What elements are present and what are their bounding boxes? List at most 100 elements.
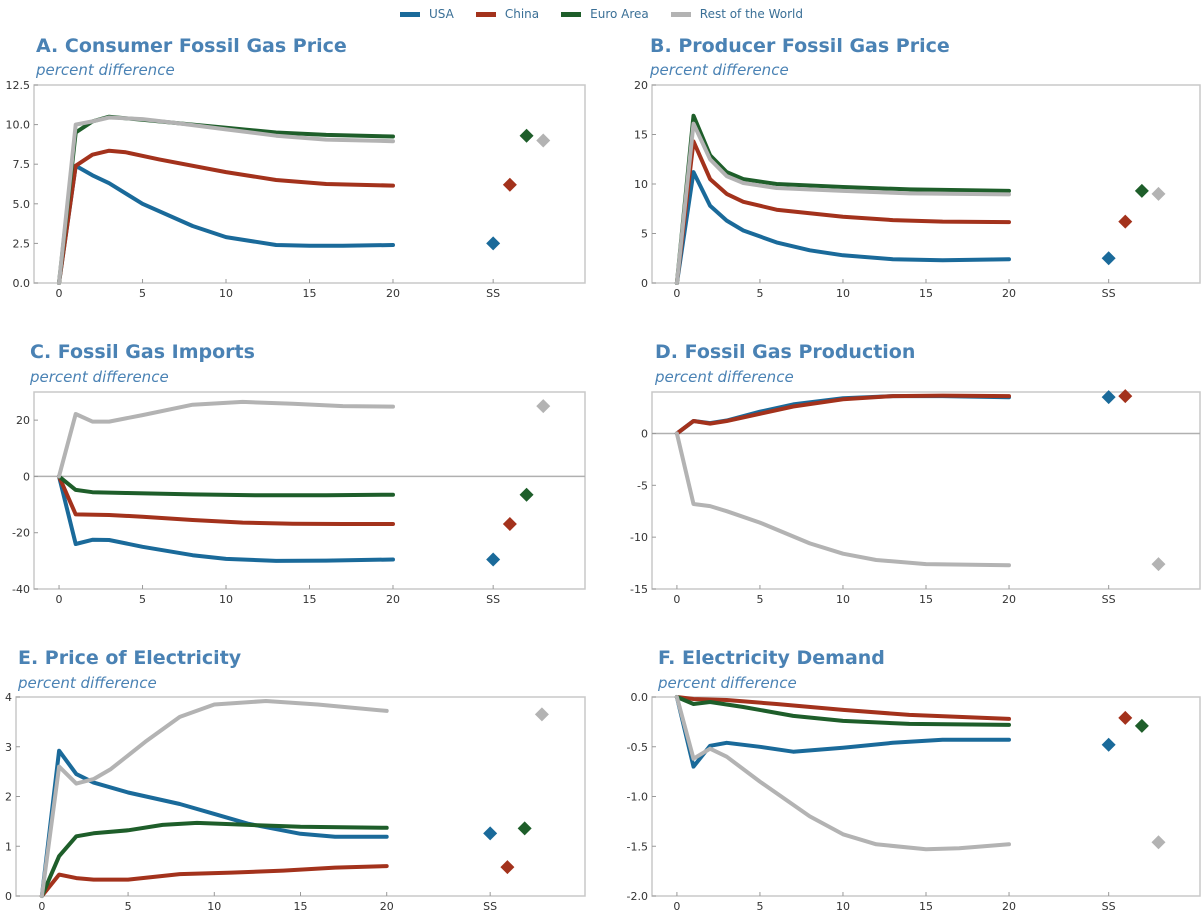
series-line-euro-area xyxy=(674,695,1011,727)
x-tick-label: 5 xyxy=(139,593,146,606)
x-tick-label: 15 xyxy=(303,593,317,606)
panel-b: B. Producer Fossil Gas Price percent diff… xyxy=(634,35,1201,300)
ss-marker-rest-of-the-world xyxy=(1151,835,1166,850)
x-tick-label: 5 xyxy=(756,900,763,913)
ss-marker-usa xyxy=(1101,251,1116,266)
x-tick-label: 15 xyxy=(919,287,933,300)
series-line-rest-of-the-world xyxy=(674,121,1011,285)
ss-marker-euro-area xyxy=(1134,718,1149,733)
panel-a: A. Consumer Fossil Gas Price percent diff… xyxy=(6,35,586,300)
x-tick-label: 20 xyxy=(386,287,400,300)
y-tick-label: 2.5 xyxy=(13,237,31,250)
series-line-usa xyxy=(674,394,1011,436)
x-tick-label: 10 xyxy=(219,287,233,300)
ss-marker-china xyxy=(502,516,517,531)
panel-subtitle: percent difference xyxy=(29,368,169,386)
x-tick-label: 15 xyxy=(303,287,317,300)
y-tick-label: 0 xyxy=(23,470,30,483)
series-line-usa xyxy=(674,695,1011,769)
panel-title: F. Electricity Demand xyxy=(658,647,885,669)
ss-tick-label: SS xyxy=(486,593,500,606)
x-tick-label: 10 xyxy=(219,593,233,606)
y-tick-label: 3 xyxy=(5,741,12,754)
y-tick-label: 5 xyxy=(641,228,648,241)
y-tick-label: -40 xyxy=(12,583,30,596)
ss-marker-euro-area xyxy=(517,821,532,836)
ss-marker-euro-area xyxy=(1134,183,1149,198)
panel-subtitle: percent difference xyxy=(35,61,175,79)
legend-label: Euro Area xyxy=(590,7,649,21)
x-tick-label: 5 xyxy=(756,593,763,606)
x-tick-label: 0 xyxy=(38,900,45,913)
panel-title: D. Fossil Gas Production xyxy=(655,341,915,363)
ss-tick-label: SS xyxy=(1102,287,1116,300)
y-tick-label: -5 xyxy=(637,479,648,492)
x-tick-label: 20 xyxy=(1002,593,1016,606)
series-line-usa xyxy=(57,163,395,285)
legend-item-china: China xyxy=(475,7,540,21)
x-tick-label: 0 xyxy=(673,593,680,606)
panel-subtitle: percent difference xyxy=(657,674,797,692)
legend-swatch xyxy=(400,11,420,17)
y-tick-label: -10 xyxy=(630,531,648,544)
ss-marker-usa xyxy=(483,826,498,841)
panel-f: F. Electricity Demand percent difference -… xyxy=(627,647,1201,913)
x-tick-label: 0 xyxy=(673,900,680,913)
panel-subtitle: percent difference xyxy=(649,61,789,79)
y-tick-label: -1.5 xyxy=(627,840,648,853)
panel-title: A. Consumer Fossil Gas Price xyxy=(36,35,347,57)
x-tick-label: 20 xyxy=(1002,900,1016,913)
series-line-china xyxy=(57,148,395,285)
y-tick-label: -15 xyxy=(630,583,648,596)
chart-legend: USA China Euro Area Rest of the World xyxy=(0,5,1203,23)
y-tick-label: -20 xyxy=(12,527,30,540)
series-line-china xyxy=(39,864,389,898)
ss-marker-euro-area xyxy=(519,128,534,143)
x-tick-label: 15 xyxy=(919,593,933,606)
x-tick-label: 20 xyxy=(380,900,394,913)
ss-tick-label: SS xyxy=(483,900,497,913)
ss-marker-usa xyxy=(1101,737,1116,752)
series-line-usa xyxy=(674,170,1011,285)
y-tick-label: -0.5 xyxy=(627,741,648,754)
legend-label: USA xyxy=(429,7,454,21)
x-tick-label: 20 xyxy=(386,593,400,606)
y-tick-label: 15 xyxy=(634,129,648,142)
ss-marker-china xyxy=(502,177,517,192)
plot-frame xyxy=(15,696,586,897)
y-tick-label: 0 xyxy=(641,427,648,440)
y-tick-label: 1 xyxy=(5,840,12,853)
x-tick-label: 10 xyxy=(836,287,850,300)
panel-subtitle: percent difference xyxy=(17,674,157,692)
legend-label: Rest of the World xyxy=(699,7,803,21)
series-line-rest-of-the-world xyxy=(674,695,1011,852)
ss-marker-rest-of-the-world xyxy=(534,707,549,722)
x-tick-label: 15 xyxy=(919,900,933,913)
x-tick-label: 15 xyxy=(294,900,308,913)
ss-marker-china xyxy=(1118,710,1133,725)
ss-marker-usa xyxy=(1101,390,1116,405)
panel-e: E. Price of Electricity percent differenc… xyxy=(5,647,586,913)
ss-tick-label: SS xyxy=(1102,593,1116,606)
ss-marker-rest-of-the-world xyxy=(1151,186,1166,201)
series-line-china xyxy=(674,695,1011,721)
plot-frame xyxy=(651,391,1201,590)
legend-swatch xyxy=(475,11,496,17)
y-tick-label: 4 xyxy=(5,691,12,704)
series-line-china xyxy=(674,393,1011,436)
panel-title: C. Fossil Gas Imports xyxy=(30,341,255,363)
x-tick-label: 10 xyxy=(836,900,850,913)
series-line-rest-of-the-world xyxy=(674,431,1011,568)
legend-label: China xyxy=(504,7,540,21)
ss-marker-china xyxy=(1118,389,1133,404)
series-line-euro-area xyxy=(39,820,389,898)
ss-marker-euro-area xyxy=(519,487,534,502)
plot-frame xyxy=(651,696,1201,897)
y-tick-label: 5.0 xyxy=(13,198,31,211)
y-tick-label: 0.0 xyxy=(631,691,649,704)
panel-d: D. Fossil Gas Production percent differen… xyxy=(630,341,1201,606)
series-line-rest-of-the-world xyxy=(39,699,389,898)
ss-marker-usa xyxy=(486,552,501,567)
panel-subtitle: percent difference xyxy=(654,368,794,386)
y-tick-label: 2 xyxy=(5,791,12,804)
